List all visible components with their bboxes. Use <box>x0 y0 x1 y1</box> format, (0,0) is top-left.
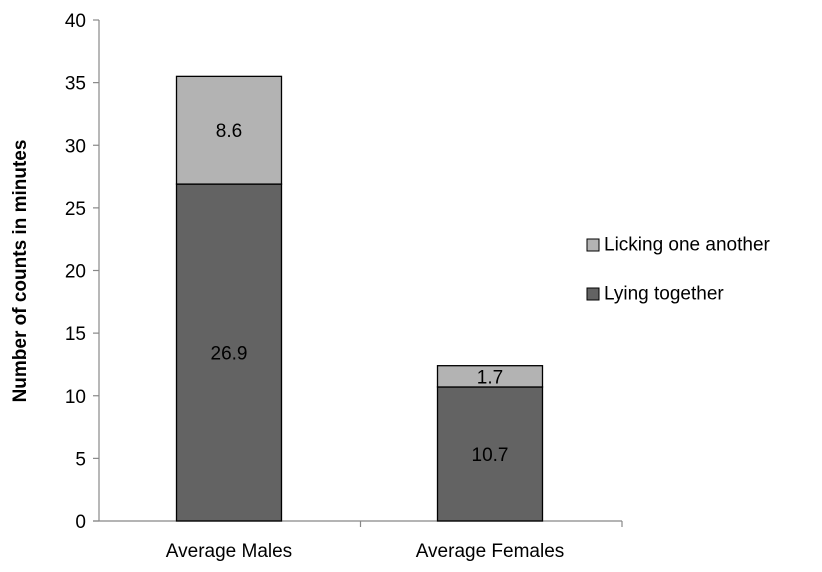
data-labels: 26.9 8.6 10.7 1.7 <box>211 121 509 466</box>
axes: 0 5 10 15 20 25 30 35 40 Average Males Average Fem… <box>65 11 623 562</box>
data-label: 8.6 <box>216 121 242 142</box>
y-tick-label: 40 <box>65 11 86 32</box>
y-tick-label: 35 <box>65 74 86 95</box>
bar-segment <box>436 386 544 522</box>
bar-segment <box>175 183 283 522</box>
x-category-label: Average Females <box>416 541 565 562</box>
y-axis-title: Number of counts in minutes <box>10 140 31 403</box>
data-label: 10.7 <box>472 445 509 466</box>
y-tick-label: 10 <box>65 387 86 408</box>
y-tick-label: 15 <box>65 324 86 345</box>
bars <box>175 75 544 522</box>
legend: Licking one another Lying together <box>586 235 771 305</box>
y-tick-label: 0 <box>75 512 86 533</box>
legend-swatch <box>586 238 600 252</box>
y-tick-label: 25 <box>65 199 86 220</box>
legend-label: Licking one another <box>604 235 771 256</box>
y-tick-label: 20 <box>65 262 86 283</box>
bar-segment <box>436 365 544 388</box>
legend-swatch <box>586 287 600 301</box>
y-tick-label: 5 <box>75 449 86 470</box>
data-label: 1.7 <box>477 367 503 388</box>
data-label: 26.9 <box>211 344 248 365</box>
y-tick-label: 30 <box>65 136 86 157</box>
bar-segment <box>175 75 283 185</box>
x-category-label: Average Males <box>166 541 292 562</box>
legend-label: Lying together <box>604 284 724 305</box>
